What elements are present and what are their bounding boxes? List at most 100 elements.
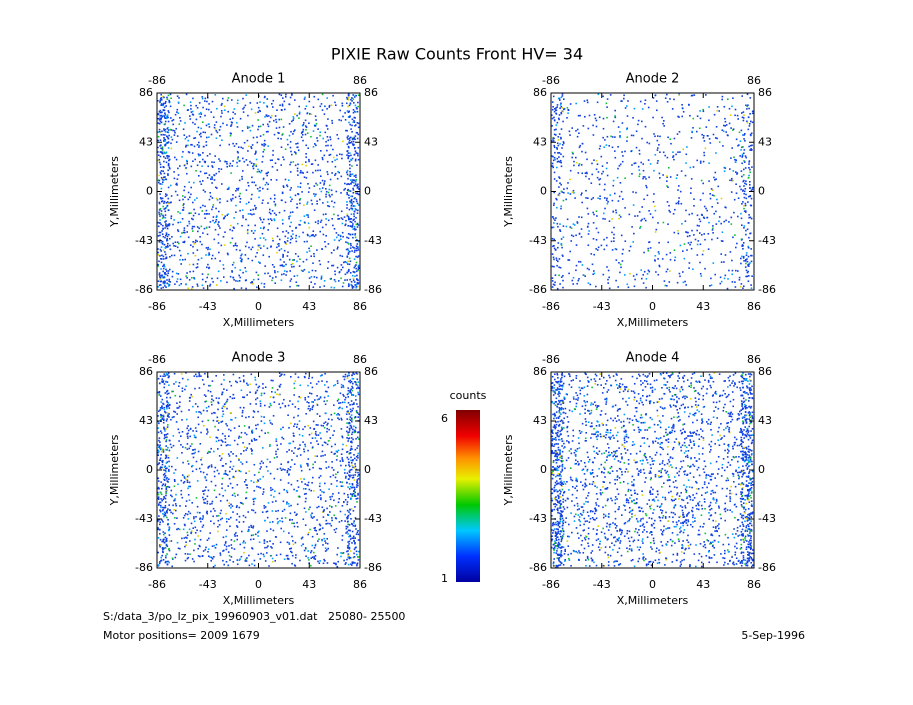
pixel — [356, 223, 359, 225]
pixel — [176, 178, 179, 180]
pixel — [354, 275, 356, 277]
pixel — [229, 134, 232, 137]
pixel — [229, 380, 231, 383]
pixel — [179, 547, 181, 550]
pixel — [250, 538, 252, 541]
pixel — [292, 432, 295, 435]
pixel — [725, 206, 727, 209]
pixel — [159, 239, 161, 241]
pixel — [211, 161, 213, 163]
pixel — [749, 195, 752, 197]
pixel — [231, 271, 233, 273]
pixel — [201, 526, 204, 528]
pixel — [620, 266, 622, 269]
pixel — [241, 224, 243, 227]
pixel — [701, 253, 704, 256]
pixel — [340, 238, 342, 241]
pixel — [252, 136, 255, 139]
pixel — [745, 197, 748, 200]
pixel — [215, 197, 218, 200]
pixel — [230, 418, 232, 421]
pixel — [347, 396, 350, 398]
pixel — [312, 234, 314, 236]
pixel — [603, 248, 606, 251]
pixel — [574, 197, 576, 199]
pixel — [223, 549, 225, 552]
pixel — [298, 265, 301, 267]
pixel — [229, 482, 232, 485]
pixel — [312, 404, 315, 407]
pixel — [191, 443, 193, 445]
pixel — [355, 152, 357, 154]
pixel — [257, 274, 259, 276]
pixel — [338, 498, 340, 500]
pixel — [236, 188, 238, 190]
pixel — [223, 105, 226, 108]
pixel — [355, 528, 357, 530]
pixel — [356, 387, 358, 390]
pixel — [343, 492, 346, 495]
pixel — [619, 163, 622, 166]
pixel — [222, 267, 225, 270]
pixel — [724, 274, 727, 277]
pixel — [611, 199, 614, 202]
pixel — [278, 238, 281, 241]
pixel — [324, 105, 326, 108]
pixel — [587, 244, 590, 246]
pixel — [337, 398, 340, 401]
pixel — [172, 123, 174, 126]
pixel — [235, 204, 237, 207]
pixel — [192, 405, 194, 408]
pixel — [169, 509, 171, 511]
pixel — [346, 193, 348, 196]
chart-title: PIXIE Raw Counts Front HV= 34 — [331, 45, 583, 64]
pixel — [624, 107, 627, 109]
pixel — [196, 107, 199, 109]
pixel — [192, 121, 194, 124]
pixel — [157, 528, 159, 531]
pixel — [577, 279, 580, 282]
pixel — [218, 493, 221, 496]
pixel — [354, 207, 357, 210]
pixel — [349, 260, 352, 263]
pixel — [201, 273, 204, 275]
pixel — [356, 164, 358, 166]
pixel — [192, 527, 194, 529]
pixel — [162, 448, 164, 450]
pixel — [254, 153, 256, 155]
pixel — [162, 559, 165, 561]
pixel — [258, 244, 261, 247]
pixel — [187, 518, 190, 520]
pixel — [172, 435, 175, 437]
pixel — [314, 437, 317, 439]
pixel — [236, 535, 238, 537]
pixel — [323, 426, 326, 429]
pixel — [164, 176, 166, 178]
pixel — [352, 535, 355, 538]
pixel — [241, 530, 243, 533]
pixel — [348, 197, 350, 199]
pixel — [207, 489, 210, 492]
pixel — [327, 418, 330, 420]
pixel — [163, 418, 165, 421]
pixel — [593, 159, 595, 161]
pixel — [263, 392, 266, 395]
pixel — [691, 94, 694, 97]
pixel — [182, 209, 185, 211]
pixel — [327, 144, 329, 147]
y-tick-label: 43 — [533, 135, 547, 148]
pixel — [585, 189, 587, 192]
pixel — [268, 120, 271, 123]
pixel — [352, 387, 354, 389]
pixel — [284, 148, 287, 150]
pixel — [238, 437, 240, 439]
pixel — [177, 527, 179, 530]
pixel — [353, 218, 355, 221]
pixel — [346, 136, 348, 139]
pixel — [347, 529, 350, 532]
pixel — [350, 159, 353, 161]
pixel — [263, 507, 266, 509]
pixel — [334, 517, 337, 519]
pixel — [160, 430, 162, 432]
pixel — [204, 217, 206, 219]
